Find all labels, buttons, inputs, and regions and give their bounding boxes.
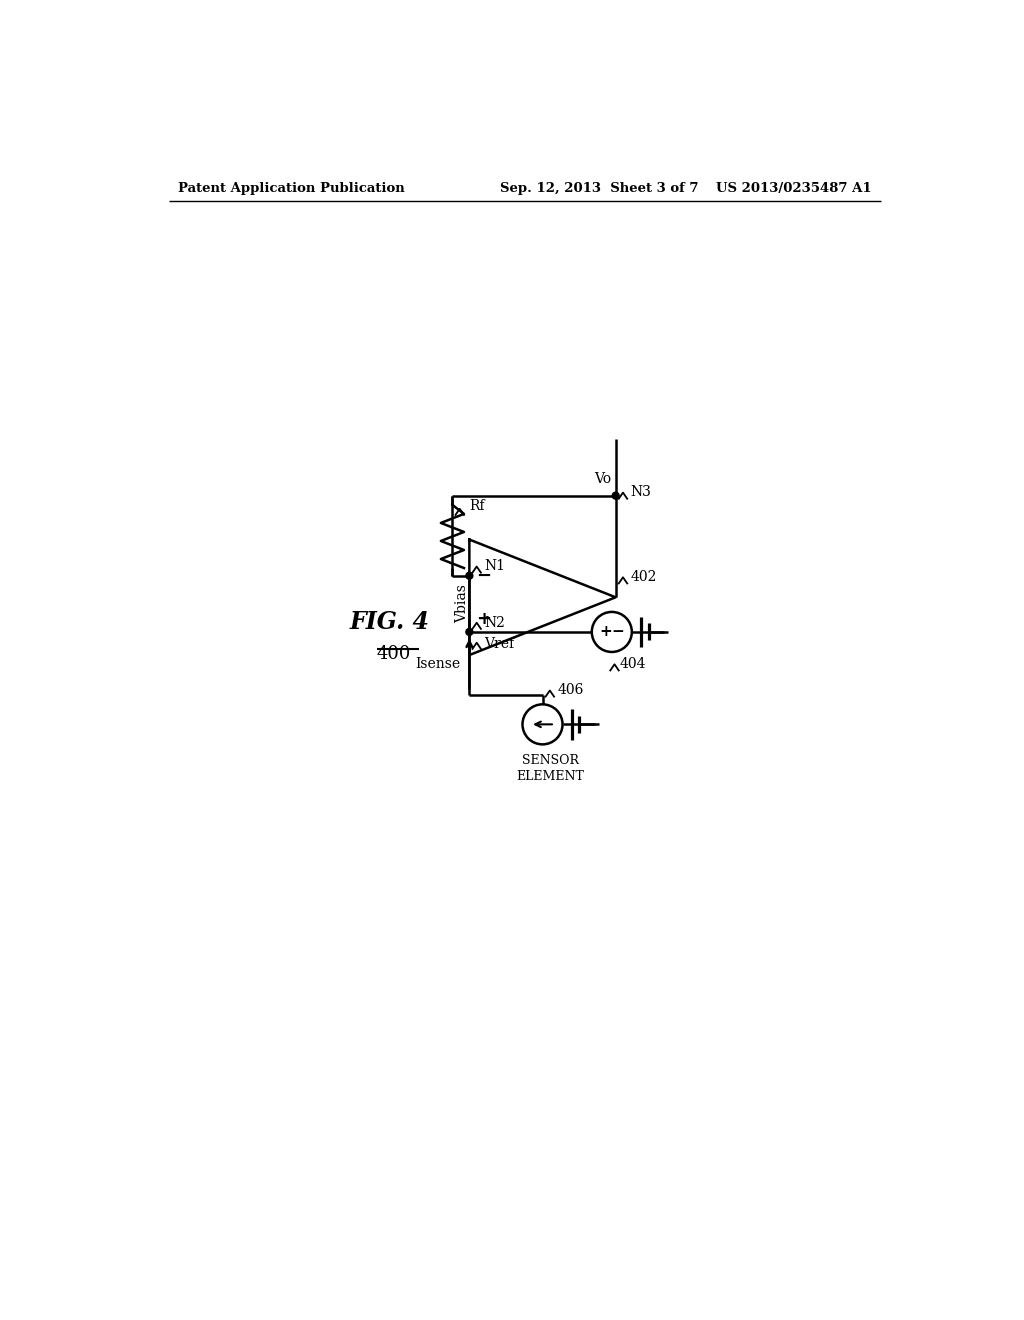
Text: −: − xyxy=(611,624,625,639)
Circle shape xyxy=(612,492,620,499)
Text: N3: N3 xyxy=(631,484,651,499)
Text: US 2013/0235487 A1: US 2013/0235487 A1 xyxy=(716,182,871,194)
Text: +: + xyxy=(476,610,490,628)
Text: Sep. 12, 2013  Sheet 3 of 7: Sep. 12, 2013 Sheet 3 of 7 xyxy=(500,182,698,194)
Text: 404: 404 xyxy=(620,657,646,672)
Circle shape xyxy=(466,628,473,635)
Text: N1: N1 xyxy=(484,560,505,573)
Text: Rf: Rf xyxy=(469,499,484,512)
Text: SENSOR
ELEMENT: SENSOR ELEMENT xyxy=(516,754,584,783)
Text: +: + xyxy=(599,624,612,639)
Text: Isense: Isense xyxy=(415,657,460,671)
Text: N2: N2 xyxy=(484,615,505,630)
Text: Patent Application Publication: Patent Application Publication xyxy=(178,182,406,194)
Text: 400: 400 xyxy=(377,645,412,663)
Text: 406: 406 xyxy=(557,684,584,697)
Text: −: − xyxy=(476,566,490,585)
Text: Vref: Vref xyxy=(484,636,514,651)
Text: Vo: Vo xyxy=(594,473,611,487)
Text: FIG. 4: FIG. 4 xyxy=(350,610,430,634)
Text: Vbias: Vbias xyxy=(455,585,469,623)
Circle shape xyxy=(466,573,473,579)
Text: 402: 402 xyxy=(631,569,656,583)
